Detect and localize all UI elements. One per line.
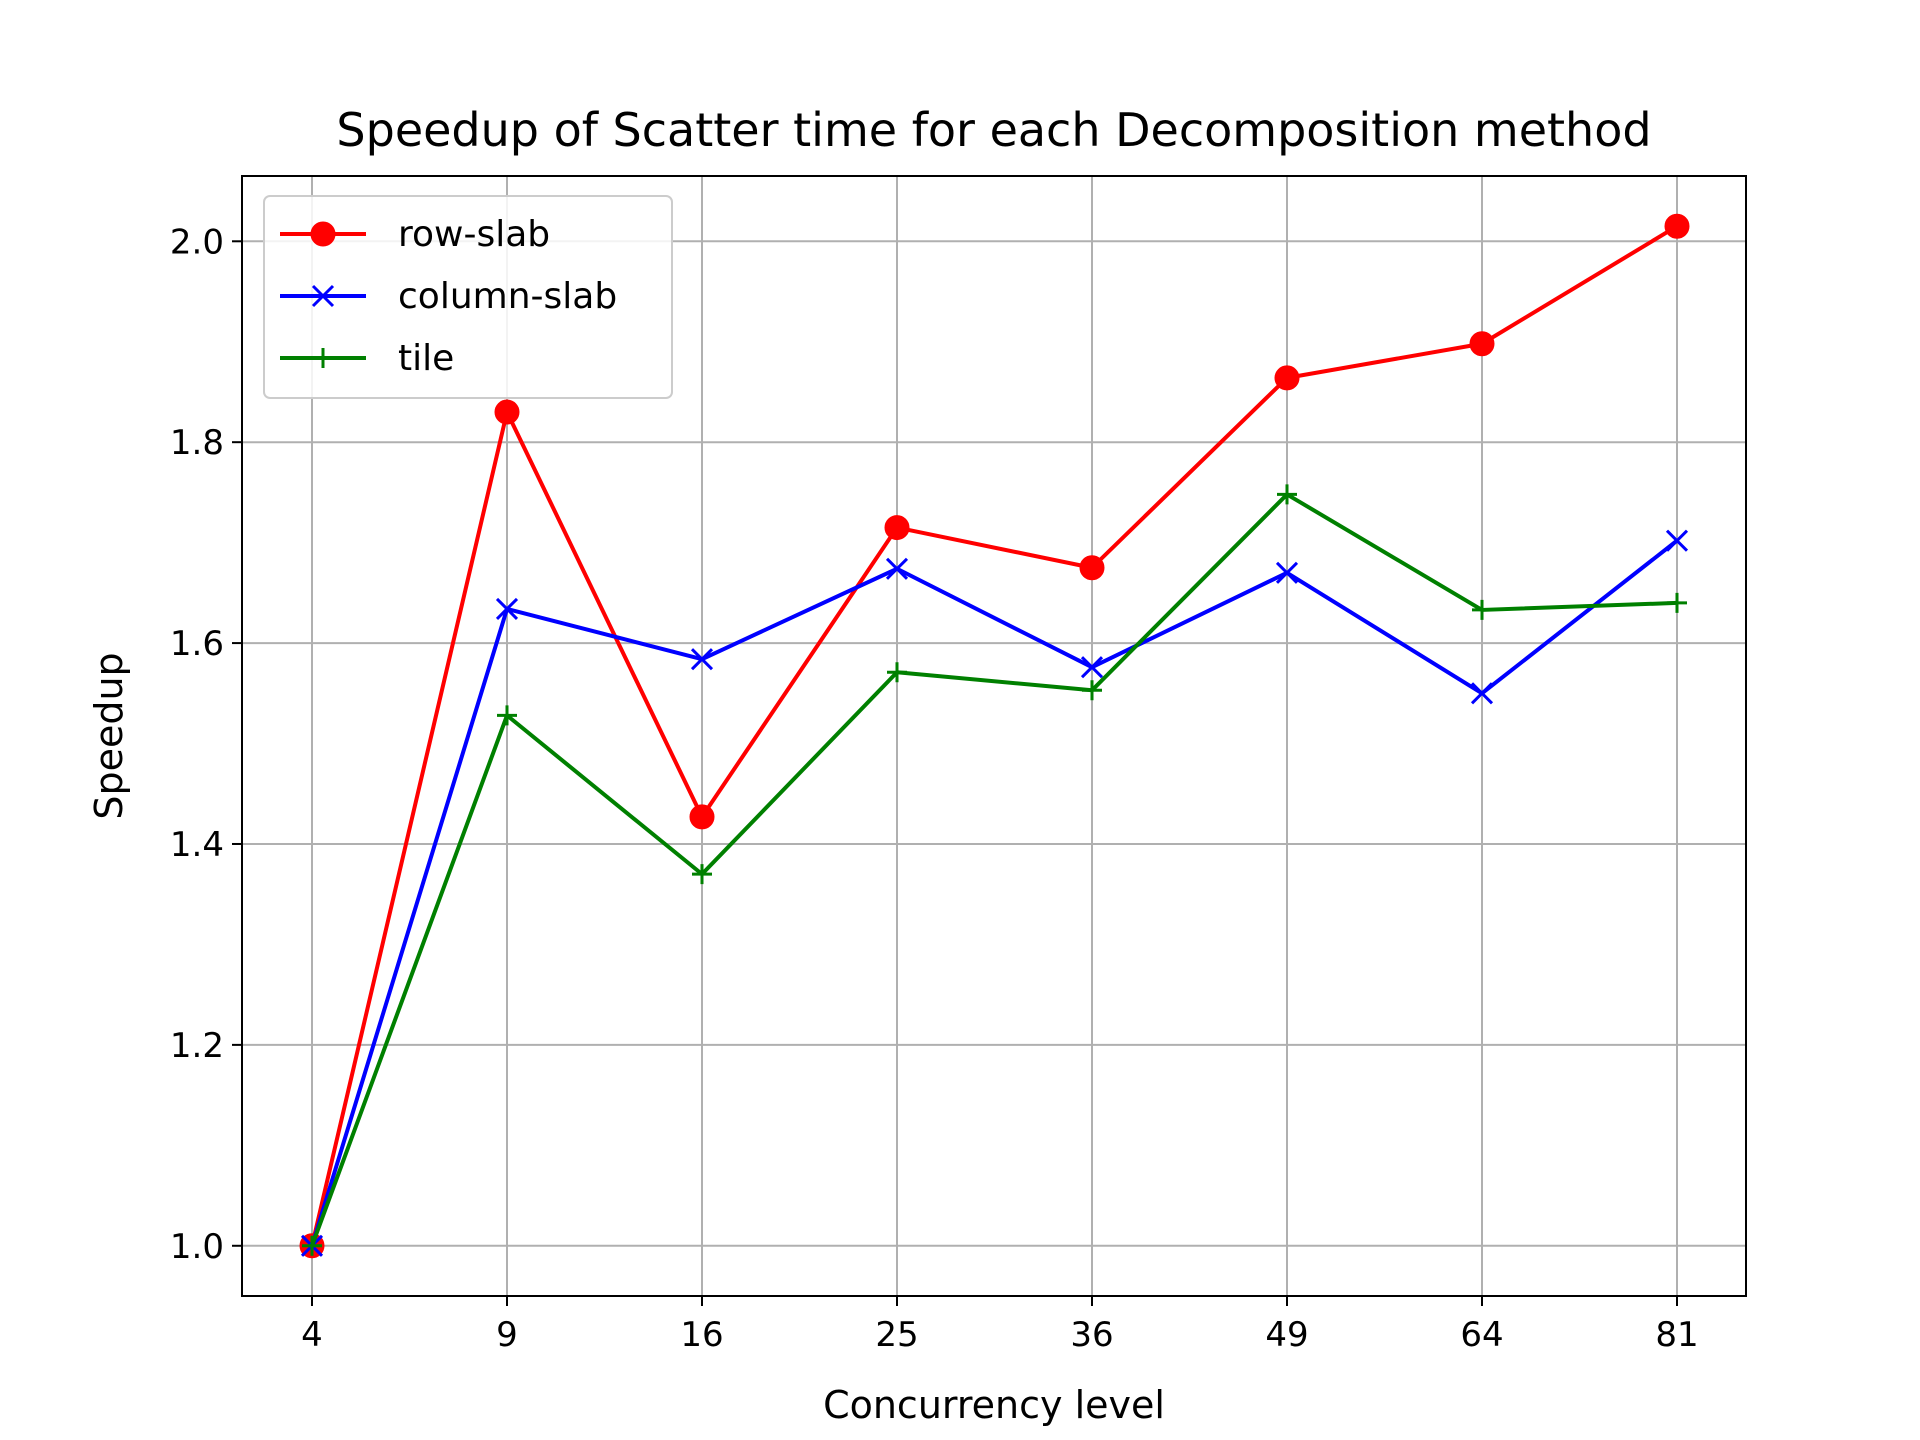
x-tick-label: 81 bbox=[1655, 1315, 1698, 1355]
series-column-slab bbox=[300, 529, 1689, 1257]
series-tile bbox=[302, 484, 1687, 1256]
y-tick-label: 1.8 bbox=[170, 423, 224, 463]
y-axis-label: Speedup bbox=[87, 652, 131, 819]
y-tick-label: 1.0 bbox=[170, 1227, 224, 1267]
data-point-column-slab bbox=[1470, 682, 1494, 705]
y-tick-label: 1.4 bbox=[170, 825, 224, 865]
legend-marker-column-slab bbox=[311, 284, 335, 308]
series-line-column-slab bbox=[310, 539, 1679, 1247]
data-point-tile bbox=[1472, 599, 1492, 620]
legend: row-slab column-slab tile bbox=[263, 195, 673, 399]
legend-label-tile: tile bbox=[398, 338, 454, 379]
data-point-tile bbox=[1082, 680, 1102, 701]
data-point-column-slab bbox=[1275, 561, 1299, 584]
chart-title: Speedup of Scatter time for each Decompo… bbox=[336, 103, 1651, 157]
data-point-row-slab bbox=[1664, 213, 1690, 239]
data-point-column-slab bbox=[495, 597, 519, 620]
legend-box bbox=[263, 195, 673, 399]
data-point-column-slab bbox=[690, 648, 714, 671]
x-axis-label: Concurrency level bbox=[823, 1383, 1165, 1427]
data-point-tile bbox=[692, 864, 712, 885]
series-line-tile bbox=[310, 492, 1678, 1247]
legend-label-row-slab: row-slab bbox=[398, 214, 550, 255]
data-point-column-slab bbox=[885, 557, 909, 580]
data-point-row-slab bbox=[1079, 555, 1105, 581]
data-point-row-slab bbox=[494, 399, 520, 425]
grid-lines bbox=[242, 176, 1746, 1296]
data-point-tile bbox=[302, 1235, 322, 1256]
data-point-row-slab bbox=[1274, 365, 1300, 391]
x-tick-label: 16 bbox=[680, 1315, 723, 1355]
data-point-tile bbox=[1667, 592, 1687, 613]
axis-ticks: 4 9 16 25 36 49 64 811.01.21.41.61.82.0 bbox=[170, 222, 1699, 1355]
legend-marker-tile bbox=[313, 348, 333, 368]
data-point-row-slab bbox=[884, 515, 910, 541]
data-point-row-slab bbox=[1469, 331, 1495, 357]
y-tick-label: 1.2 bbox=[170, 1026, 224, 1066]
series-line-row-slab bbox=[310, 224, 1679, 1247]
data-point-tile bbox=[497, 705, 517, 726]
data-point-tile bbox=[1277, 484, 1297, 505]
x-tick-label: 64 bbox=[1460, 1315, 1503, 1355]
x-tick-label: 36 bbox=[1070, 1315, 1113, 1355]
legend-label-column-slab: column-slab bbox=[398, 276, 617, 317]
x-tick-label: 9 bbox=[496, 1315, 518, 1355]
data-point-column-slab bbox=[1080, 656, 1104, 679]
plot-frame bbox=[241, 175, 1747, 1297]
data-point-row-slab bbox=[689, 804, 715, 830]
series-layer bbox=[299, 213, 1690, 1259]
data-point-tile bbox=[887, 662, 907, 683]
x-tick-label: 25 bbox=[875, 1315, 918, 1355]
x-tick-label: 4 bbox=[301, 1315, 323, 1355]
y-tick-label: 1.6 bbox=[170, 624, 224, 664]
legend-marker-row-slab bbox=[310, 221, 336, 247]
data-point-column-slab bbox=[1665, 529, 1689, 552]
y-tick-label: 2.0 bbox=[170, 222, 224, 262]
series-row-slab bbox=[299, 213, 1690, 1259]
x-tick-label: 49 bbox=[1265, 1315, 1308, 1355]
